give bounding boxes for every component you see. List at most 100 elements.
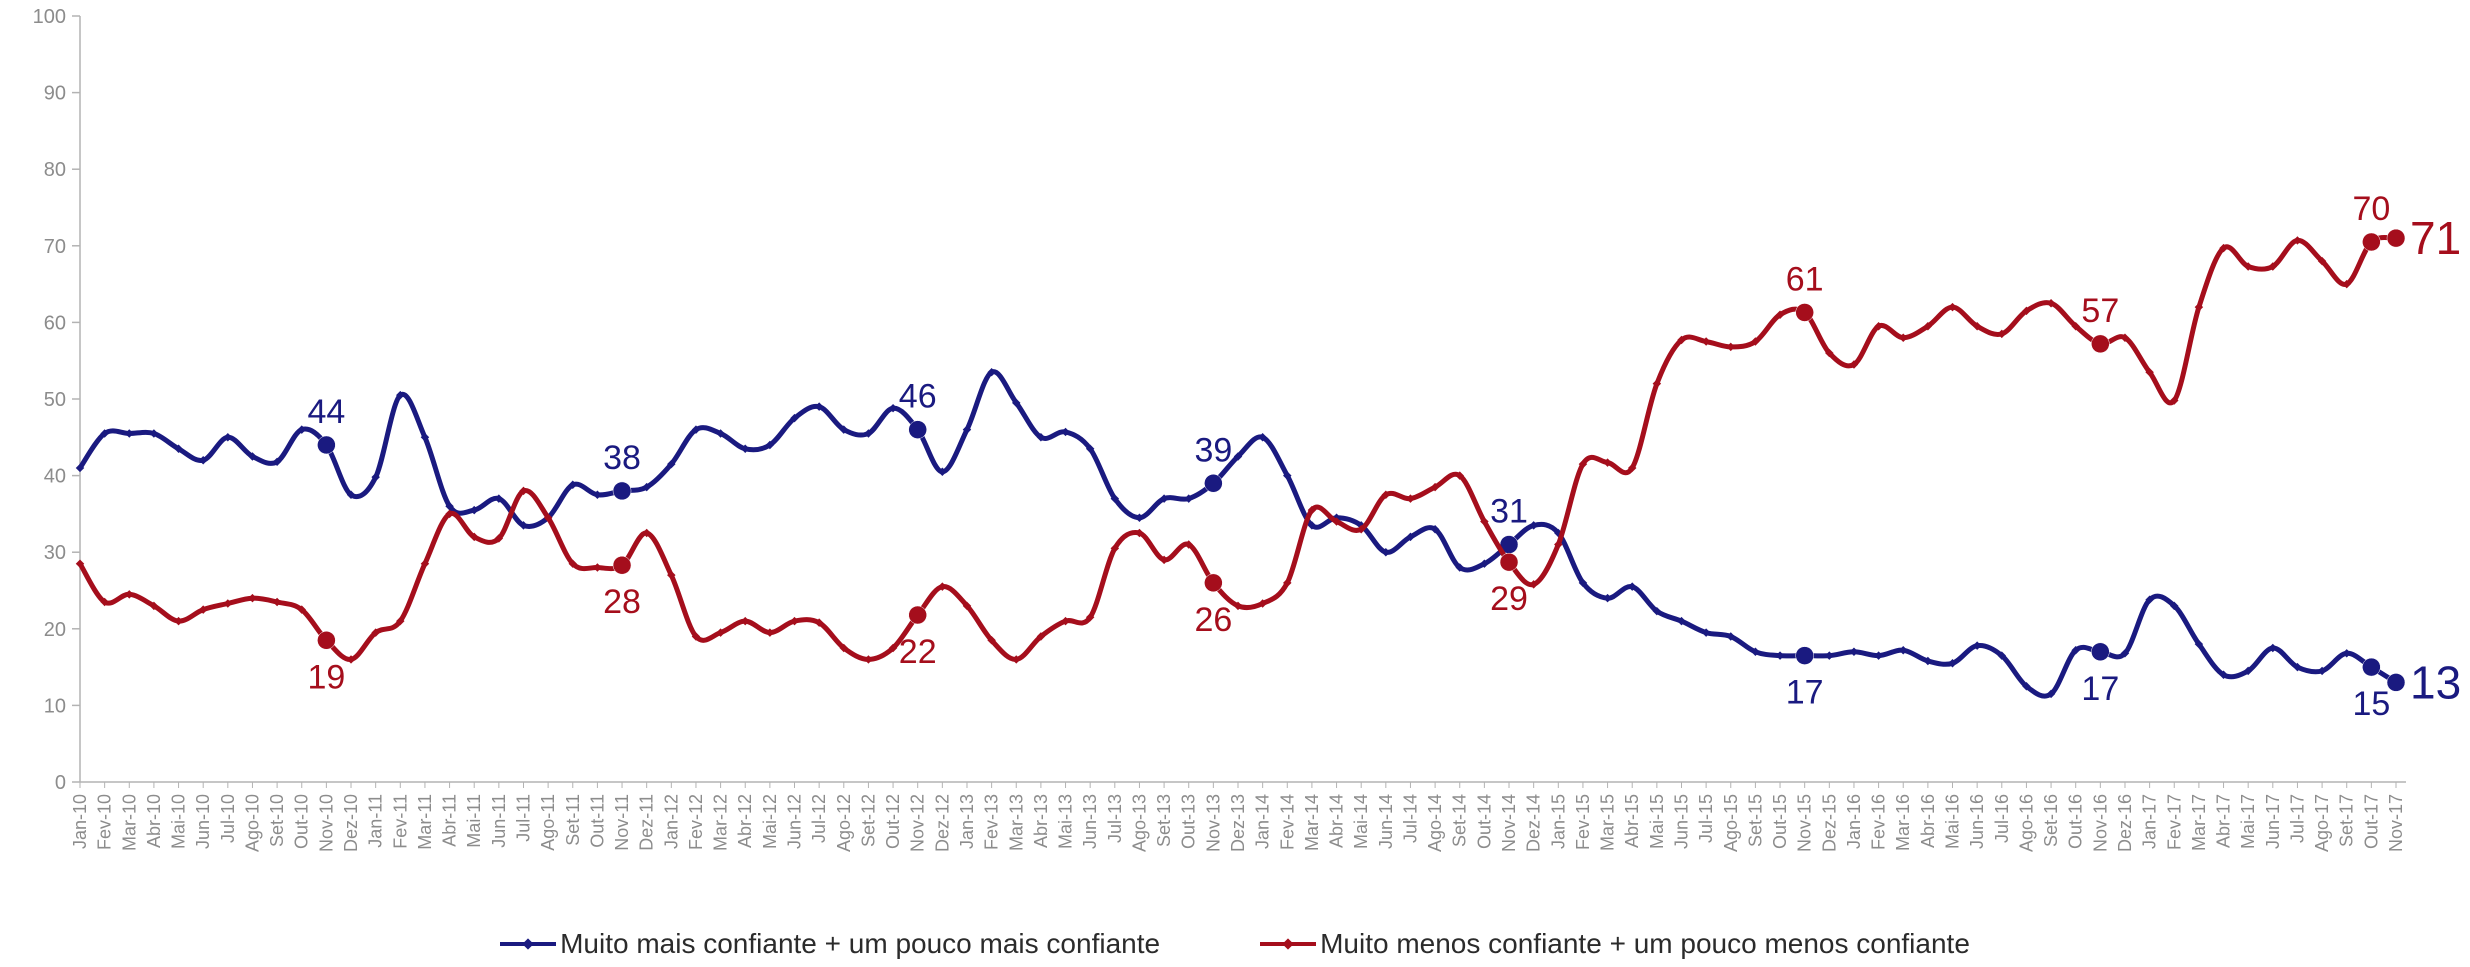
x-tick-label: Mai-14 xyxy=(1351,794,1371,849)
data-point xyxy=(1480,517,1489,526)
highlight-point xyxy=(612,481,632,501)
highlight-point xyxy=(1204,474,1223,493)
data-point xyxy=(445,501,454,511)
highlight-point xyxy=(1499,552,1519,572)
data-label: 39 xyxy=(1194,431,1232,469)
data-point xyxy=(396,390,405,400)
data-point xyxy=(100,429,109,438)
data-point xyxy=(494,494,504,503)
x-tick-label: Mar-12 xyxy=(711,794,731,851)
data-point xyxy=(1012,655,1021,664)
data-point xyxy=(938,467,947,477)
data-label: 19 xyxy=(307,658,345,696)
data-point xyxy=(1701,337,1711,346)
data-point xyxy=(938,582,947,591)
data-point xyxy=(1480,559,1489,568)
series-line-blue xyxy=(77,369,2399,699)
highlight-point xyxy=(1795,303,1814,322)
data-point xyxy=(1283,578,1292,588)
data-point xyxy=(125,429,134,438)
x-tick-label: Ago-10 xyxy=(242,794,262,852)
data-point xyxy=(1627,582,1637,591)
data-point xyxy=(2194,639,2204,649)
x-tick-label: Dez-14 xyxy=(1524,794,1544,852)
x-tick-label: Mai-11 xyxy=(464,794,484,848)
x-tick-label: Mai-13 xyxy=(1056,794,1076,849)
data-point xyxy=(198,456,208,465)
data-point xyxy=(1775,651,1785,660)
data-label: 46 xyxy=(899,378,937,416)
x-tick-label: Jul-14 xyxy=(1400,794,1420,843)
x-tick-label: Abr-10 xyxy=(144,794,164,848)
highlight-point xyxy=(2091,642,2110,662)
data-point xyxy=(2268,643,2278,653)
highlight-point xyxy=(2386,228,2406,248)
data-point xyxy=(1356,524,1366,534)
data-point xyxy=(2022,682,2031,691)
data-point xyxy=(1849,647,1859,657)
data-point xyxy=(420,559,430,568)
data-point xyxy=(371,628,380,637)
data-point xyxy=(1135,513,1144,522)
data-point xyxy=(1529,521,1538,530)
x-tick-label: Ago-14 xyxy=(1425,794,1445,852)
x-tick-label: Nov-10 xyxy=(316,794,336,852)
x-tick-label: Abr-14 xyxy=(1327,794,1347,848)
highlight-point xyxy=(2362,657,2381,677)
data-point xyxy=(1997,651,2007,660)
data-point xyxy=(962,601,972,611)
data-point xyxy=(962,425,972,434)
data-point xyxy=(1972,641,1982,650)
data-point xyxy=(1529,580,1538,589)
data-label: 70 xyxy=(2352,190,2390,228)
data-point xyxy=(1159,494,1169,503)
data-point xyxy=(790,413,799,423)
x-tick-label: Jan-16 xyxy=(1844,794,1864,849)
legend: Muito mais confiante + um pouco mais con… xyxy=(0,928,2470,960)
x-tick-label: Fev-11 xyxy=(390,794,410,849)
data-point xyxy=(888,403,898,413)
data-point xyxy=(1726,632,1736,641)
data-point xyxy=(1898,333,1908,342)
data-point xyxy=(1825,651,1834,660)
legend-item-mais-confiante: Muito mais confiante + um pouco mais con… xyxy=(500,928,1160,960)
data-point xyxy=(445,509,454,519)
data-point xyxy=(740,444,750,454)
y-tick-label: 0 xyxy=(55,772,66,794)
data-point xyxy=(1258,433,1267,442)
data-point xyxy=(469,532,479,542)
data-point xyxy=(814,618,824,627)
x-tick-label: Jul-13 xyxy=(1105,794,1125,843)
data-point xyxy=(1430,482,1440,492)
data-point xyxy=(2342,279,2351,289)
legend-swatch-blue xyxy=(500,933,557,955)
data-labels: 44 38 46 39 31 17 17 15 13 19 28 22 26 29 61 57 70 71 xyxy=(307,190,2461,723)
x-tick-label: Mar-11 xyxy=(415,794,435,850)
data-point xyxy=(1406,494,1415,503)
x-tick-label: Abr-15 xyxy=(1622,794,1642,848)
data-label: 71 xyxy=(2410,212,2461,264)
x-tick-label: Abr-12 xyxy=(735,794,755,848)
y-tick-label: 50 xyxy=(44,389,66,411)
data-point xyxy=(864,429,873,438)
x-tick-label: Mar-16 xyxy=(1893,794,1913,851)
data-point xyxy=(1874,651,1883,660)
x-tick-label: Mar-14 xyxy=(1302,794,1322,851)
x-tick-label: Fev-12 xyxy=(686,794,706,850)
data-point xyxy=(1972,321,1982,331)
x-tick-label: Out-10 xyxy=(292,794,312,849)
data-point xyxy=(1110,494,1120,503)
series-blue xyxy=(75,367,2406,699)
x-tick-label: Nov-16 xyxy=(2090,794,2110,852)
data-point xyxy=(248,452,257,461)
data-point xyxy=(297,425,306,434)
y-tick-label: 10 xyxy=(44,695,66,717)
data-point xyxy=(1406,532,1415,542)
x-tick-label: Set-13 xyxy=(1154,794,1174,847)
data-point xyxy=(272,457,282,467)
x-tick-label: Dez-11 xyxy=(637,794,657,851)
data-point xyxy=(593,563,602,572)
data-point xyxy=(1898,646,1908,655)
data-label: 15 xyxy=(2352,685,2390,723)
data-label: 57 xyxy=(2081,292,2119,330)
